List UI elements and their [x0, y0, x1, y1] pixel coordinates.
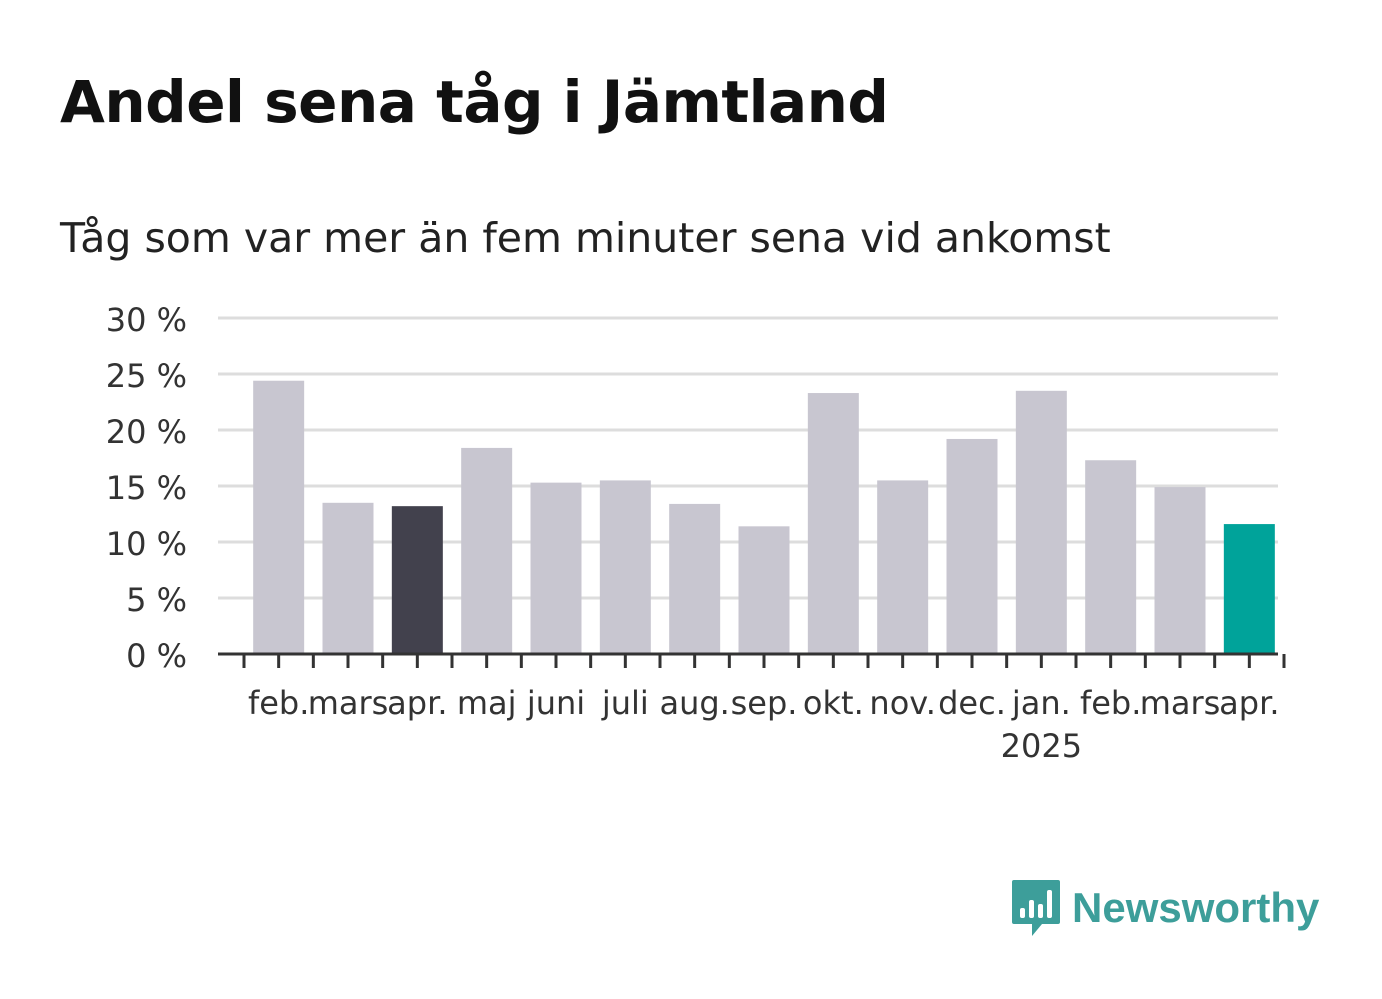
chart-title: Andel sena tåg i Jämtland — [60, 68, 889, 136]
y-tick-label: 20 % — [106, 413, 187, 451]
bar — [530, 482, 582, 654]
y-tick-label: 25 % — [106, 357, 187, 395]
x-tick-label: sep. — [731, 684, 798, 722]
x-tick-label: aug. — [659, 684, 729, 722]
bar — [461, 447, 513, 654]
brand-name: Newsworthy — [1072, 884, 1320, 931]
bar — [669, 503, 721, 654]
x-tick-label: mars — [1140, 684, 1221, 722]
x-tick-label: mars — [308, 684, 389, 722]
y-tick-label: 15 % — [106, 469, 187, 507]
brand-logo: Newsworthy — [1010, 878, 1319, 938]
y-tick-label: 30 % — [106, 301, 187, 339]
x-tick-label: maj — [457, 684, 517, 722]
bar — [877, 480, 929, 654]
x-tick-label: juli — [601, 684, 649, 722]
bar — [1015, 390, 1067, 654]
bar — [807, 393, 859, 654]
x-tick-label: apr. — [1219, 684, 1279, 722]
x-tick-label: jan. — [1011, 684, 1071, 722]
x-tick-label: apr. — [387, 684, 447, 722]
y-tick-label: 0 % — [126, 637, 187, 675]
y-tick-label: 5 % — [126, 581, 187, 619]
bar — [1085, 460, 1137, 654]
x-tick-label: okt. — [803, 684, 864, 722]
bar — [946, 438, 998, 654]
chart-subtitle: Tåg som var mer än fem minuter sena vid … — [60, 214, 1111, 262]
bar — [391, 506, 443, 654]
x-tick-label: juni — [526, 684, 585, 722]
bar — [1223, 524, 1275, 654]
x-tick-label: feb. — [248, 684, 309, 722]
x-tick-label: nov. — [869, 684, 935, 722]
bar — [599, 480, 651, 654]
x-tick-label: feb. — [1080, 684, 1141, 722]
bar — [253, 380, 305, 654]
bar-chart-logo-icon — [1012, 880, 1060, 936]
x-tick-sublabel: 2025 — [1001, 727, 1082, 765]
bar — [322, 502, 374, 654]
x-tick-label: dec. — [938, 684, 1006, 722]
bar — [738, 526, 790, 654]
y-tick-label: 10 % — [106, 525, 187, 563]
bar — [1154, 487, 1206, 654]
